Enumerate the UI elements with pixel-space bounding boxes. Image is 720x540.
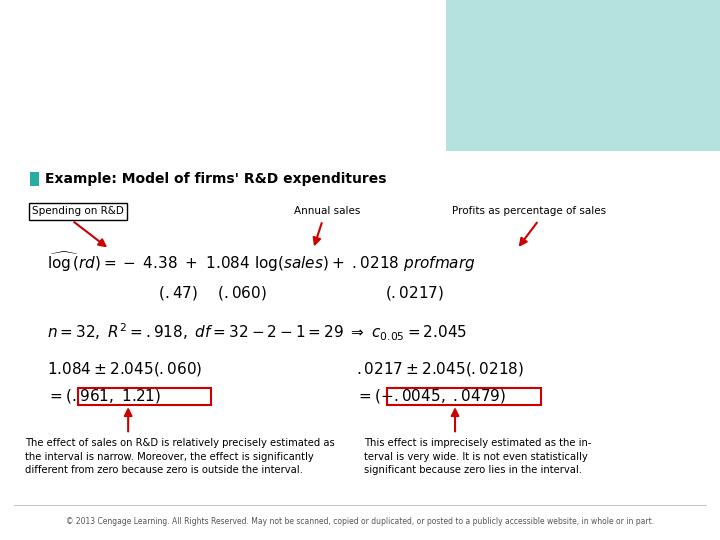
FancyBboxPatch shape — [446, 0, 720, 151]
Text: $.0217 \pm 2.045(.0218)$: $.0217 \pm 2.045(.0218)$ — [356, 360, 525, 378]
Text: The effect of sales on R&D is relatively precisely estimated as
the interval is : The effect of sales on R&D is relatively… — [25, 438, 335, 475]
Text: Annual sales: Annual sales — [294, 206, 361, 217]
Text: © 2013 Cengage Learning. All Rights Reserved. May not be scanned, copied or dupl: © 2013 Cengage Learning. All Rights Rese… — [66, 517, 654, 526]
Text: Analysis: Inference: Analysis: Inference — [18, 102, 423, 137]
Text: $\widehat{\log}(rd) = -\ 4.38\ +\ 1.084\ \log(\mathit{sales})+\ .0218\ \mathit{p: $\widehat{\log}(rd) = -\ 4.38\ +\ 1.084\… — [47, 250, 475, 274]
Bar — [30, 172, 39, 186]
Text: This effect is imprecisely estimated as the in-
terval is very wide. It is not e: This effect is imprecisely estimated as … — [364, 438, 591, 475]
Text: $n = 32,\ R^2 = .918,\ df = 32-2-1 = 29\ \Rightarrow\ c_{0.05} = 2.045$: $n = 32,\ R^2 = .918,\ df = 32-2-1 = 29\… — [47, 321, 467, 343]
Text: Profits as percentage of sales: Profits as percentage of sales — [452, 206, 606, 217]
Text: Multiple Regression: Multiple Regression — [18, 41, 438, 77]
Text: $= (-.0045,\ .0479)$: $= (-.0045,\ .0479)$ — [356, 387, 506, 405]
Text: $1.084 \pm 2.045(.060)$: $1.084 \pm 2.045(.060)$ — [47, 360, 202, 378]
Text: Spending on R&D: Spending on R&D — [32, 206, 124, 217]
Text: Example: Model of firms' R&D expenditures: Example: Model of firms' R&D expenditure… — [45, 172, 386, 186]
Text: $= (.961,\ 1.21)$: $= (.961,\ 1.21)$ — [47, 387, 161, 405]
Text: $\qquad\qquad\qquad\quad\enspace (.47) \quad\ (.060) \qquad\qquad\qquad\qquad (.: $\qquad\qquad\qquad\quad\enspace (.47) \… — [47, 284, 444, 302]
